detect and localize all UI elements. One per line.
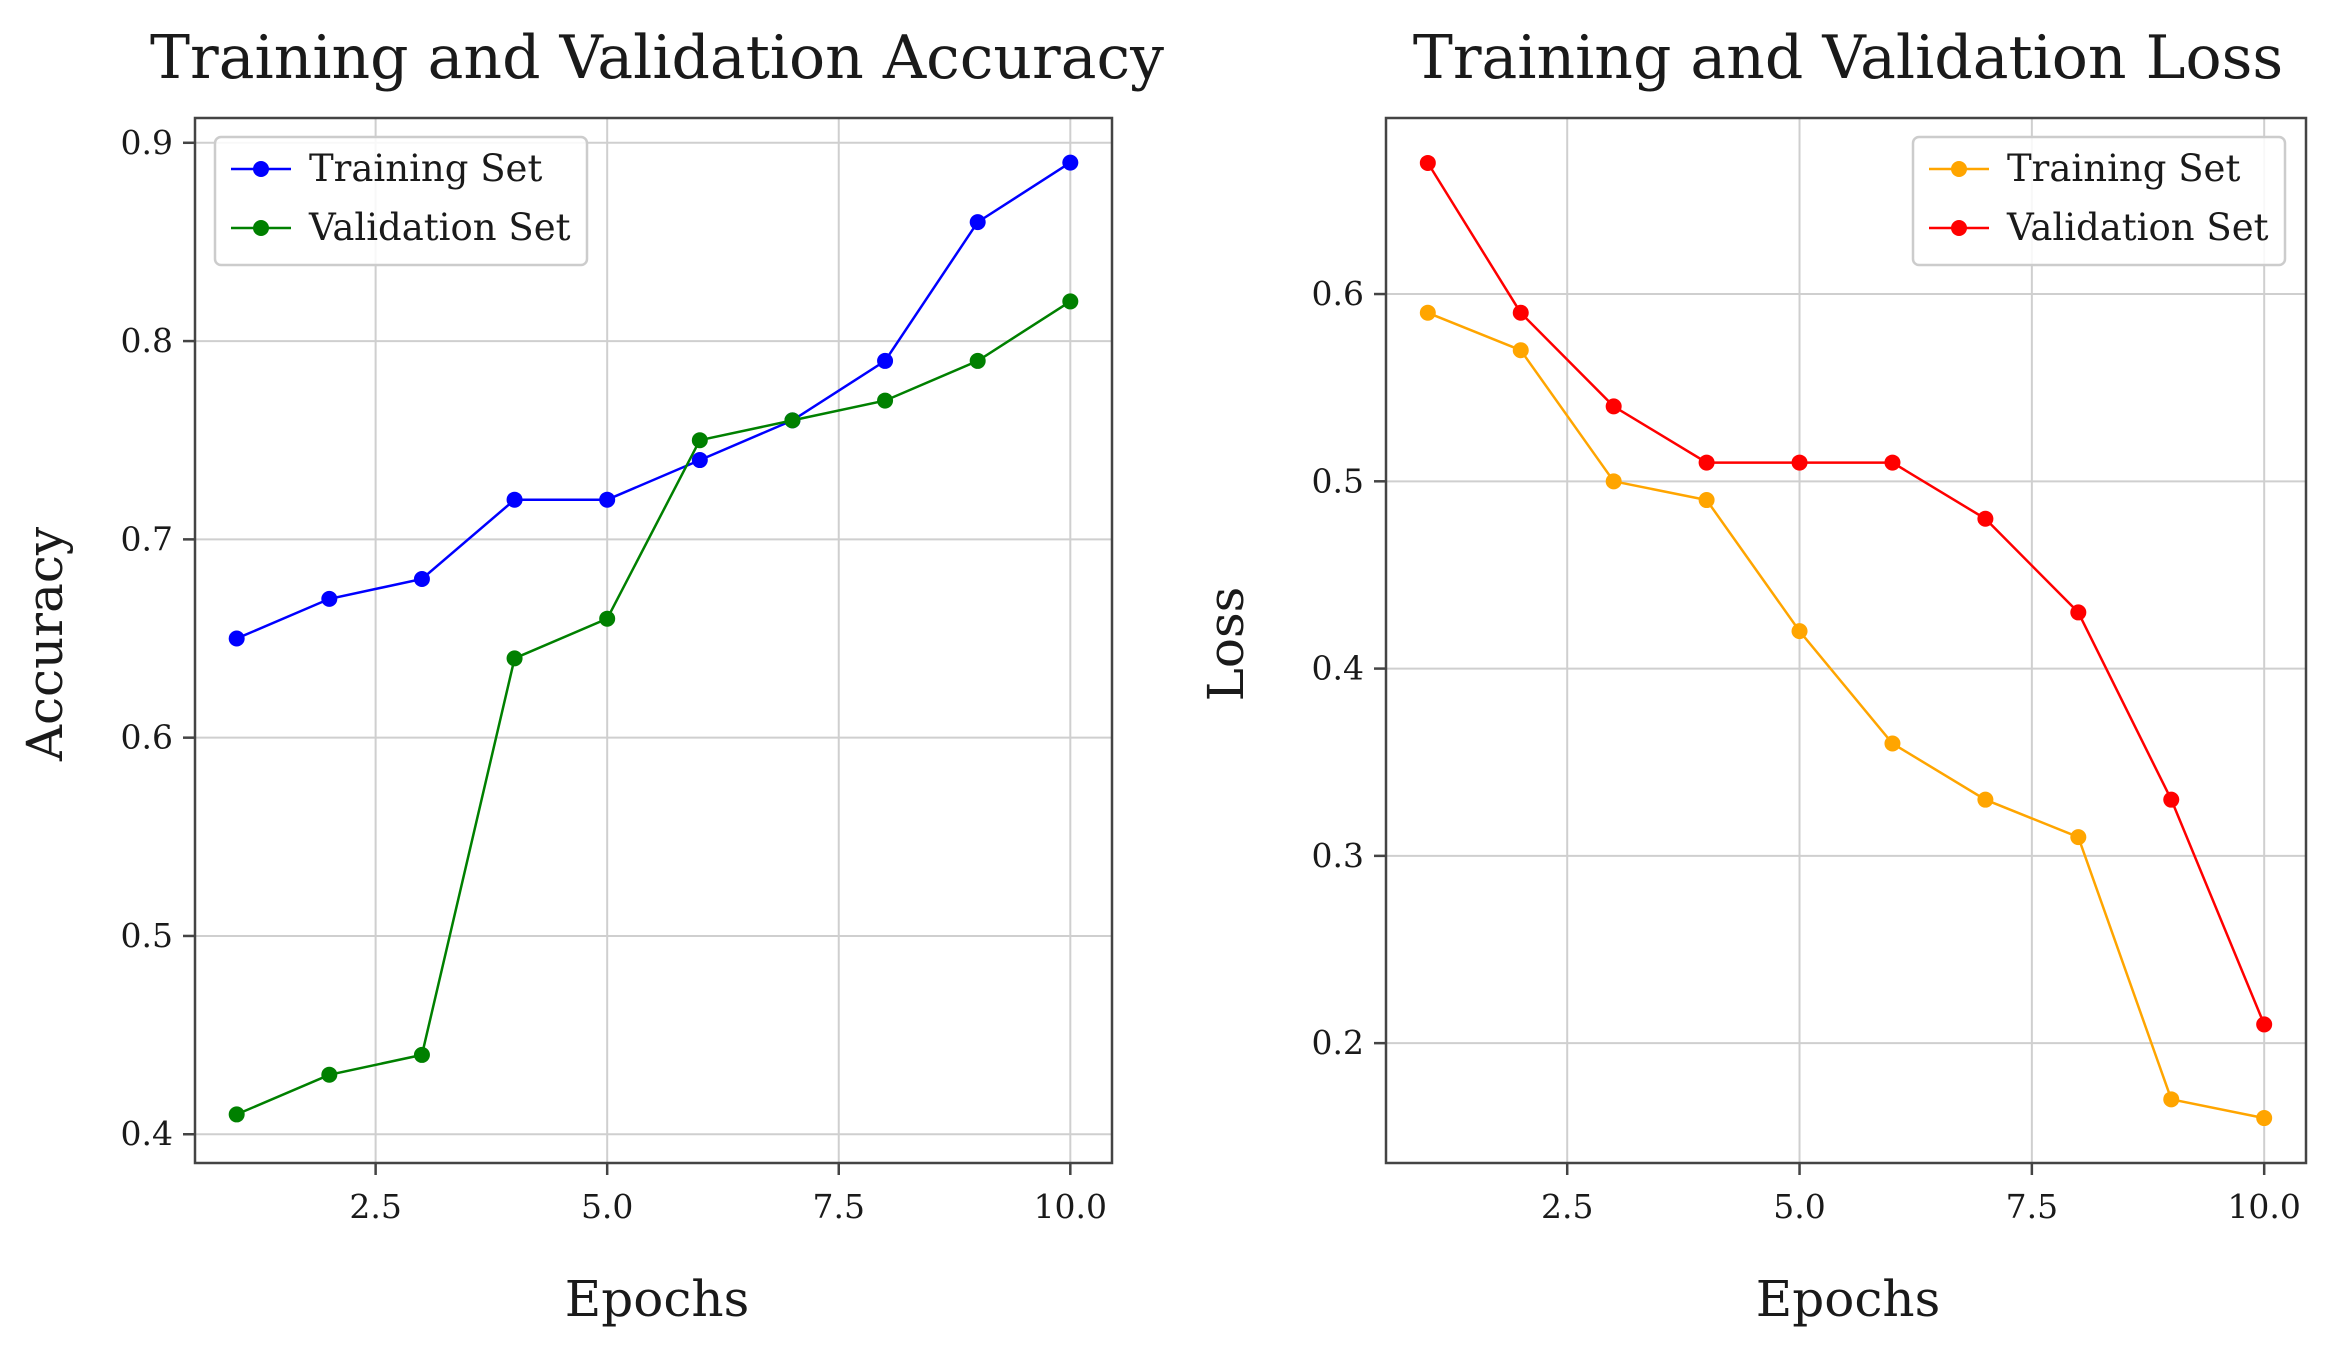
- accuracy-x-tick-label: 2.5: [349, 1187, 401, 1226]
- loss-series-training-set-point: [1512, 342, 1529, 359]
- accuracy-plot-frame: [193, 116, 1114, 1165]
- accuracy-series-validation-set-point: [691, 432, 708, 449]
- loss-series-training-set-point: [1884, 735, 1901, 752]
- accuracy-y-tick-label: 0.5: [121, 916, 173, 955]
- loss-y-tick-label: 0.6: [1312, 274, 1364, 313]
- loss-series-training-set-point: [1791, 623, 1808, 640]
- accuracy-series-validation-set-point: [969, 352, 986, 369]
- loss-series-validation-set-point: [1884, 454, 1901, 471]
- accuracy-x-tick-label: 7.5: [813, 1187, 865, 1226]
- loss-series-training-set-point: [2256, 1110, 2273, 1127]
- accuracy-series-validation-set-point: [877, 392, 894, 409]
- accuracy-series-validation-set-point: [413, 1046, 430, 1063]
- loss-y-axis-label: Loss: [1197, 587, 1255, 702]
- loss-series-validation-set: [1419, 154, 2273, 1033]
- accuracy-series-validation-set-point: [1062, 293, 1079, 310]
- accuracy-series-validation-set: [228, 293, 1079, 1123]
- loss-series-validation-set-point: [1698, 454, 1715, 471]
- loss-series-validation-set-point: [2256, 1016, 2273, 1033]
- loss-y-tick-label: 0.3: [1312, 836, 1364, 875]
- accuracy-x-axis-label: Epochs: [565, 1270, 749, 1328]
- loss-series-validation-set-point: [2070, 604, 2087, 621]
- accuracy-legend-entry-marker: [253, 220, 269, 236]
- loss-legend-entry-label: Training Set: [2007, 147, 2240, 190]
- accuracy-legend: Training Set Validation Set: [213, 135, 589, 267]
- loss-series-validation-set-point: [1605, 398, 1622, 415]
- accuracy-y-tick-label: 0.8: [121, 321, 173, 360]
- loss-x-tick-label: 7.5: [2006, 1187, 2058, 1226]
- accuracy-legend-entry: Validation Set: [231, 206, 571, 249]
- loss-legend-box: [1911, 135, 2287, 267]
- loss-series-training-set-point: [2070, 829, 2087, 846]
- loss-series-training-set-line: [1427, 311, 2265, 1120]
- loss-plot-frame: [1384, 116, 2308, 1165]
- loss-y-tick-label: 0.4: [1312, 649, 1364, 688]
- accuracy-series-training-set-point: [321, 590, 338, 607]
- loss-series-training-set-point: [1605, 473, 1622, 490]
- accuracy-series-training-set-point: [599, 491, 616, 508]
- loss-series-validation-set-point: [1977, 510, 1994, 527]
- loss-chart: Training and Validation Loss Epochs Loss…: [1197, 23, 2308, 1328]
- accuracy-series-training-set-point: [969, 214, 986, 231]
- accuracy-series-validation-set-point: [784, 412, 801, 429]
- accuracy-series-training-set-point: [228, 630, 245, 647]
- loss-x-tick-label: 2.5: [1541, 1187, 1593, 1226]
- loss-legend-entry-marker: [1951, 220, 1967, 236]
- accuracy-series-validation-set-point: [321, 1066, 338, 1083]
- accuracy-legend-entry-label: Validation Set: [308, 206, 571, 249]
- accuracy-y-tick-label: 0.9: [121, 123, 173, 162]
- loss-legend: Training Set Validation Set: [1911, 135, 2287, 267]
- loss-series-training-set-point: [2163, 1091, 2180, 1108]
- accuracy-series-validation-set-point: [599, 610, 616, 627]
- accuracy-series-training-set-point: [413, 571, 430, 588]
- loss-series-training-set: [1419, 304, 2273, 1127]
- loss-y-tick-label: 0.5: [1312, 461, 1364, 500]
- accuracy-ticks: 2.5 5.0 7.5 10.0 0.4 0.5 0.6 0.7 0.8 0.9: [121, 123, 1108, 1226]
- accuracy-y-tick-label: 0.7: [121, 519, 173, 558]
- accuracy-legend-entry: Training Set: [231, 147, 542, 190]
- loss-series-training-set-point: [1977, 791, 1994, 808]
- accuracy-x-tick-label: 10.0: [1034, 1187, 1107, 1226]
- loss-chart-title: Training and Validation Loss: [1413, 23, 2283, 93]
- loss-series-validation-set-line: [1426, 162, 2266, 1025]
- loss-series-validation-set-point: [1512, 304, 1529, 321]
- loss-x-tick-label: 10.0: [2227, 1187, 2300, 1226]
- loss-legend-entry-marker: [1951, 161, 1967, 177]
- accuracy-grid: [195, 118, 1112, 1163]
- loss-series-training-set-point: [1698, 492, 1715, 509]
- accuracy-series-training-set-point: [691, 452, 708, 469]
- accuracy-series-validation-set-point: [506, 650, 523, 667]
- accuracy-legend-entry-marker: [253, 161, 269, 177]
- loss-series-validation-set-point: [1791, 454, 1808, 471]
- loss-y-tick-label: 0.2: [1312, 1023, 1364, 1062]
- loss-legend-entry: Training Set: [1929, 147, 2240, 190]
- loss-series-validation-set-point: [1419, 154, 1436, 171]
- loss-legend-entry: Validation Set: [1929, 206, 2269, 249]
- accuracy-series-training-set-line: [236, 161, 1071, 640]
- loss-series-validation-set-point: [2163, 791, 2180, 808]
- loss-x-tick-label: 5.0: [1773, 1187, 1825, 1226]
- accuracy-y-axis-label: Accuracy: [16, 526, 74, 762]
- accuracy-x-tick-label: 5.0: [581, 1187, 633, 1226]
- accuracy-legend-box: [213, 135, 589, 267]
- loss-series-training-set-point: [1419, 304, 1436, 321]
- accuracy-legend-entry-label: Training Set: [309, 147, 542, 190]
- accuracy-series-training-set-point: [877, 352, 894, 369]
- accuracy-series-validation-set-line: [236, 300, 1071, 1116]
- accuracy-series-training-set-point: [1062, 154, 1079, 171]
- accuracy-chart: Training and Validation Accuracy Epochs …: [16, 23, 1164, 1328]
- loss-x-axis-label: Epochs: [1756, 1270, 1940, 1328]
- accuracy-y-tick-label: 0.6: [121, 718, 173, 757]
- accuracy-series-validation-set-point: [228, 1106, 245, 1123]
- loss-legend-entry-label: Validation Set: [2006, 206, 2269, 249]
- accuracy-y-tick-label: 0.4: [121, 1114, 173, 1153]
- loss-ticks: 2.5 5.0 7.5 10.0 0.2 0.3 0.4 0.5 0.6: [1312, 274, 2301, 1226]
- accuracy-chart-title: Training and Validation Accuracy: [150, 23, 1164, 93]
- accuracy-series-training-set-point: [506, 491, 523, 508]
